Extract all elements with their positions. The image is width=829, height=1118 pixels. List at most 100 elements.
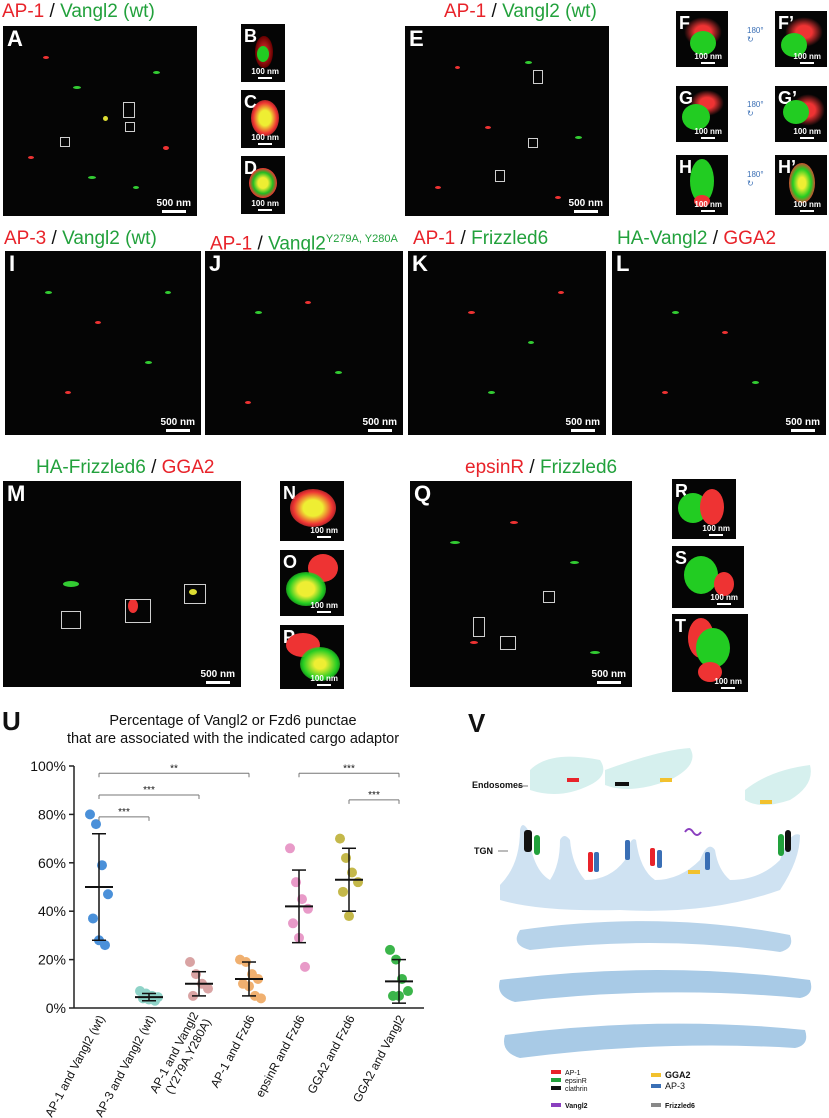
rotate-icon: 180° ↻ — [747, 26, 764, 44]
micrograph-M: M 500 nm — [3, 481, 241, 687]
x-tick-label: AP-1 and Vangl2(Y279A,Y280A) — [147, 1009, 214, 1102]
chart-title: Percentage of Vangl2 or Fzd6 punctae tha… — [66, 713, 400, 747]
data-point — [85, 809, 95, 820]
legend-swatch — [551, 1086, 561, 1090]
title-L: HA-Vangl2 / GGA2 — [617, 228, 777, 249]
micrograph-A: A 500 nm — [3, 26, 197, 216]
title-I: AP-3 / Vangl2 (wt) — [4, 228, 157, 249]
y-tick-label: 0% — [46, 1000, 66, 1016]
x-tick-label: GGA2 and Vangl2 — [350, 1013, 408, 1105]
inset-H-prime: H’ 100 nm — [775, 155, 827, 215]
title-Q: epsinR / Frizzled6 — [465, 457, 618, 478]
endosomes-label: Endosomes — [472, 780, 523, 790]
legend-swatch — [551, 1070, 561, 1074]
rotate-icon: 180° ↻ — [747, 170, 764, 188]
data-point — [256, 993, 266, 1004]
title-E: AP-1 / Vangl2 (wt) — [444, 1, 597, 22]
y-tick-label: 80% — [38, 806, 66, 822]
data-point — [403, 986, 413, 997]
panel-label-V: V — [468, 708, 486, 738]
inset-G-prime: G’ 100 nm — [775, 86, 827, 142]
roi-box — [60, 137, 70, 147]
data-point — [285, 843, 295, 854]
inset-D: D 100 nm — [241, 156, 285, 214]
significance-label: *** — [143, 785, 155, 796]
x-tick-label: GGA2 and Fzd6 — [305, 1013, 358, 1096]
legend-swatch — [651, 1084, 661, 1088]
inset-T: T 100 nm — [672, 614, 748, 692]
rotate-icon: 180° ↻ — [747, 100, 764, 118]
legend-swatch — [551, 1103, 561, 1107]
data-point — [338, 886, 348, 897]
legend-swatch — [551, 1078, 561, 1082]
significance-label: ** — [170, 763, 178, 774]
micrograph-E: E 500 nm — [405, 26, 609, 216]
roi-box — [123, 102, 135, 118]
data-point — [303, 903, 313, 914]
data-point — [91, 819, 101, 830]
tgn-cisterna — [516, 921, 792, 952]
inset-H: H 100 nm — [676, 155, 728, 215]
inset-C: C 100 nm — [241, 90, 285, 148]
inset-P: P 100 nm — [280, 625, 344, 689]
micrograph-L: L 500 nm — [612, 251, 826, 435]
endosome-shape — [745, 765, 811, 805]
y-tick-label: 20% — [38, 952, 66, 968]
legend-label: AP-1 — [565, 1070, 581, 1077]
title-M: HA-Frizzled6 / GGA2 — [36, 457, 215, 478]
scale-bar-A: 500 nm — [157, 198, 191, 213]
panel-label-A: A — [7, 26, 23, 51]
inset-N: N 100 nm — [280, 481, 344, 541]
significance-label: *** — [118, 807, 130, 818]
legend-label: AP-3 — [665, 1081, 685, 1091]
inset-R: R 100 nm — [672, 479, 736, 539]
inset-S: S 100 nm — [672, 546, 744, 608]
legend-label: Frizzled6 — [665, 1103, 695, 1110]
data-point — [103, 889, 113, 900]
tgn-cisterna — [504, 1023, 807, 1058]
legend-label: epsinR — [565, 1078, 587, 1085]
data-point — [185, 957, 195, 968]
data-point — [385, 944, 395, 955]
legend-swatch — [651, 1073, 661, 1077]
title-K: AP-1 / Frizzled6 — [413, 228, 549, 249]
data-point — [335, 833, 345, 844]
data-point — [344, 911, 354, 922]
roi-box — [125, 122, 135, 132]
micrograph-J: J 500 nm — [205, 251, 403, 435]
legend-label: Vangl2 — [565, 1103, 588, 1110]
tgn-label: TGN — [474, 846, 493, 856]
tgn-cisterna — [500, 825, 800, 911]
legend-label: clathrin — [565, 1086, 588, 1093]
tgn-cisterna — [499, 970, 812, 1002]
data-point — [100, 940, 110, 951]
inset-G: G 100 nm — [676, 86, 728, 142]
data-point — [353, 877, 363, 888]
x-tick-label: epsinR and Fzd6 — [253, 1013, 308, 1100]
inset-F-prime: F’ 100 nm — [775, 11, 827, 67]
y-tick-label: 60% — [38, 855, 66, 871]
data-point — [203, 983, 213, 994]
y-tick-label: 100% — [30, 758, 66, 774]
legend-swatch — [651, 1103, 661, 1107]
legend-label: GGA2 — [665, 1070, 691, 1080]
micrograph-K: K 500 nm — [408, 251, 606, 435]
data-point — [88, 913, 98, 924]
title-J: AP-1 / Vangl2Y279A, Y280A — [210, 233, 398, 255]
x-tick-label: AP-1 and Fzd6 — [208, 1013, 258, 1091]
data-point — [288, 918, 298, 929]
inset-F: F 100 nm — [676, 11, 728, 67]
scatter-chart-U: 0%20%40%60%80%100%AP-1 and Vangl2 (wt)AP… — [30, 758, 424, 1118]
micrograph-I: I 500 nm — [5, 251, 201, 435]
inset-B: B 100 nm — [241, 24, 285, 82]
title-A: AP-1 / Vangl2 (wt) — [2, 1, 155, 22]
panel-label-U: U — [2, 706, 21, 736]
significance-label: *** — [343, 763, 355, 774]
inset-O: O 100 nm — [280, 550, 344, 616]
significance-label: *** — [368, 790, 380, 801]
endosome-shape — [530, 756, 604, 794]
y-tick-label: 40% — [38, 903, 66, 919]
data-point — [300, 961, 310, 972]
micrograph-Q: Q 500 nm — [410, 481, 632, 687]
